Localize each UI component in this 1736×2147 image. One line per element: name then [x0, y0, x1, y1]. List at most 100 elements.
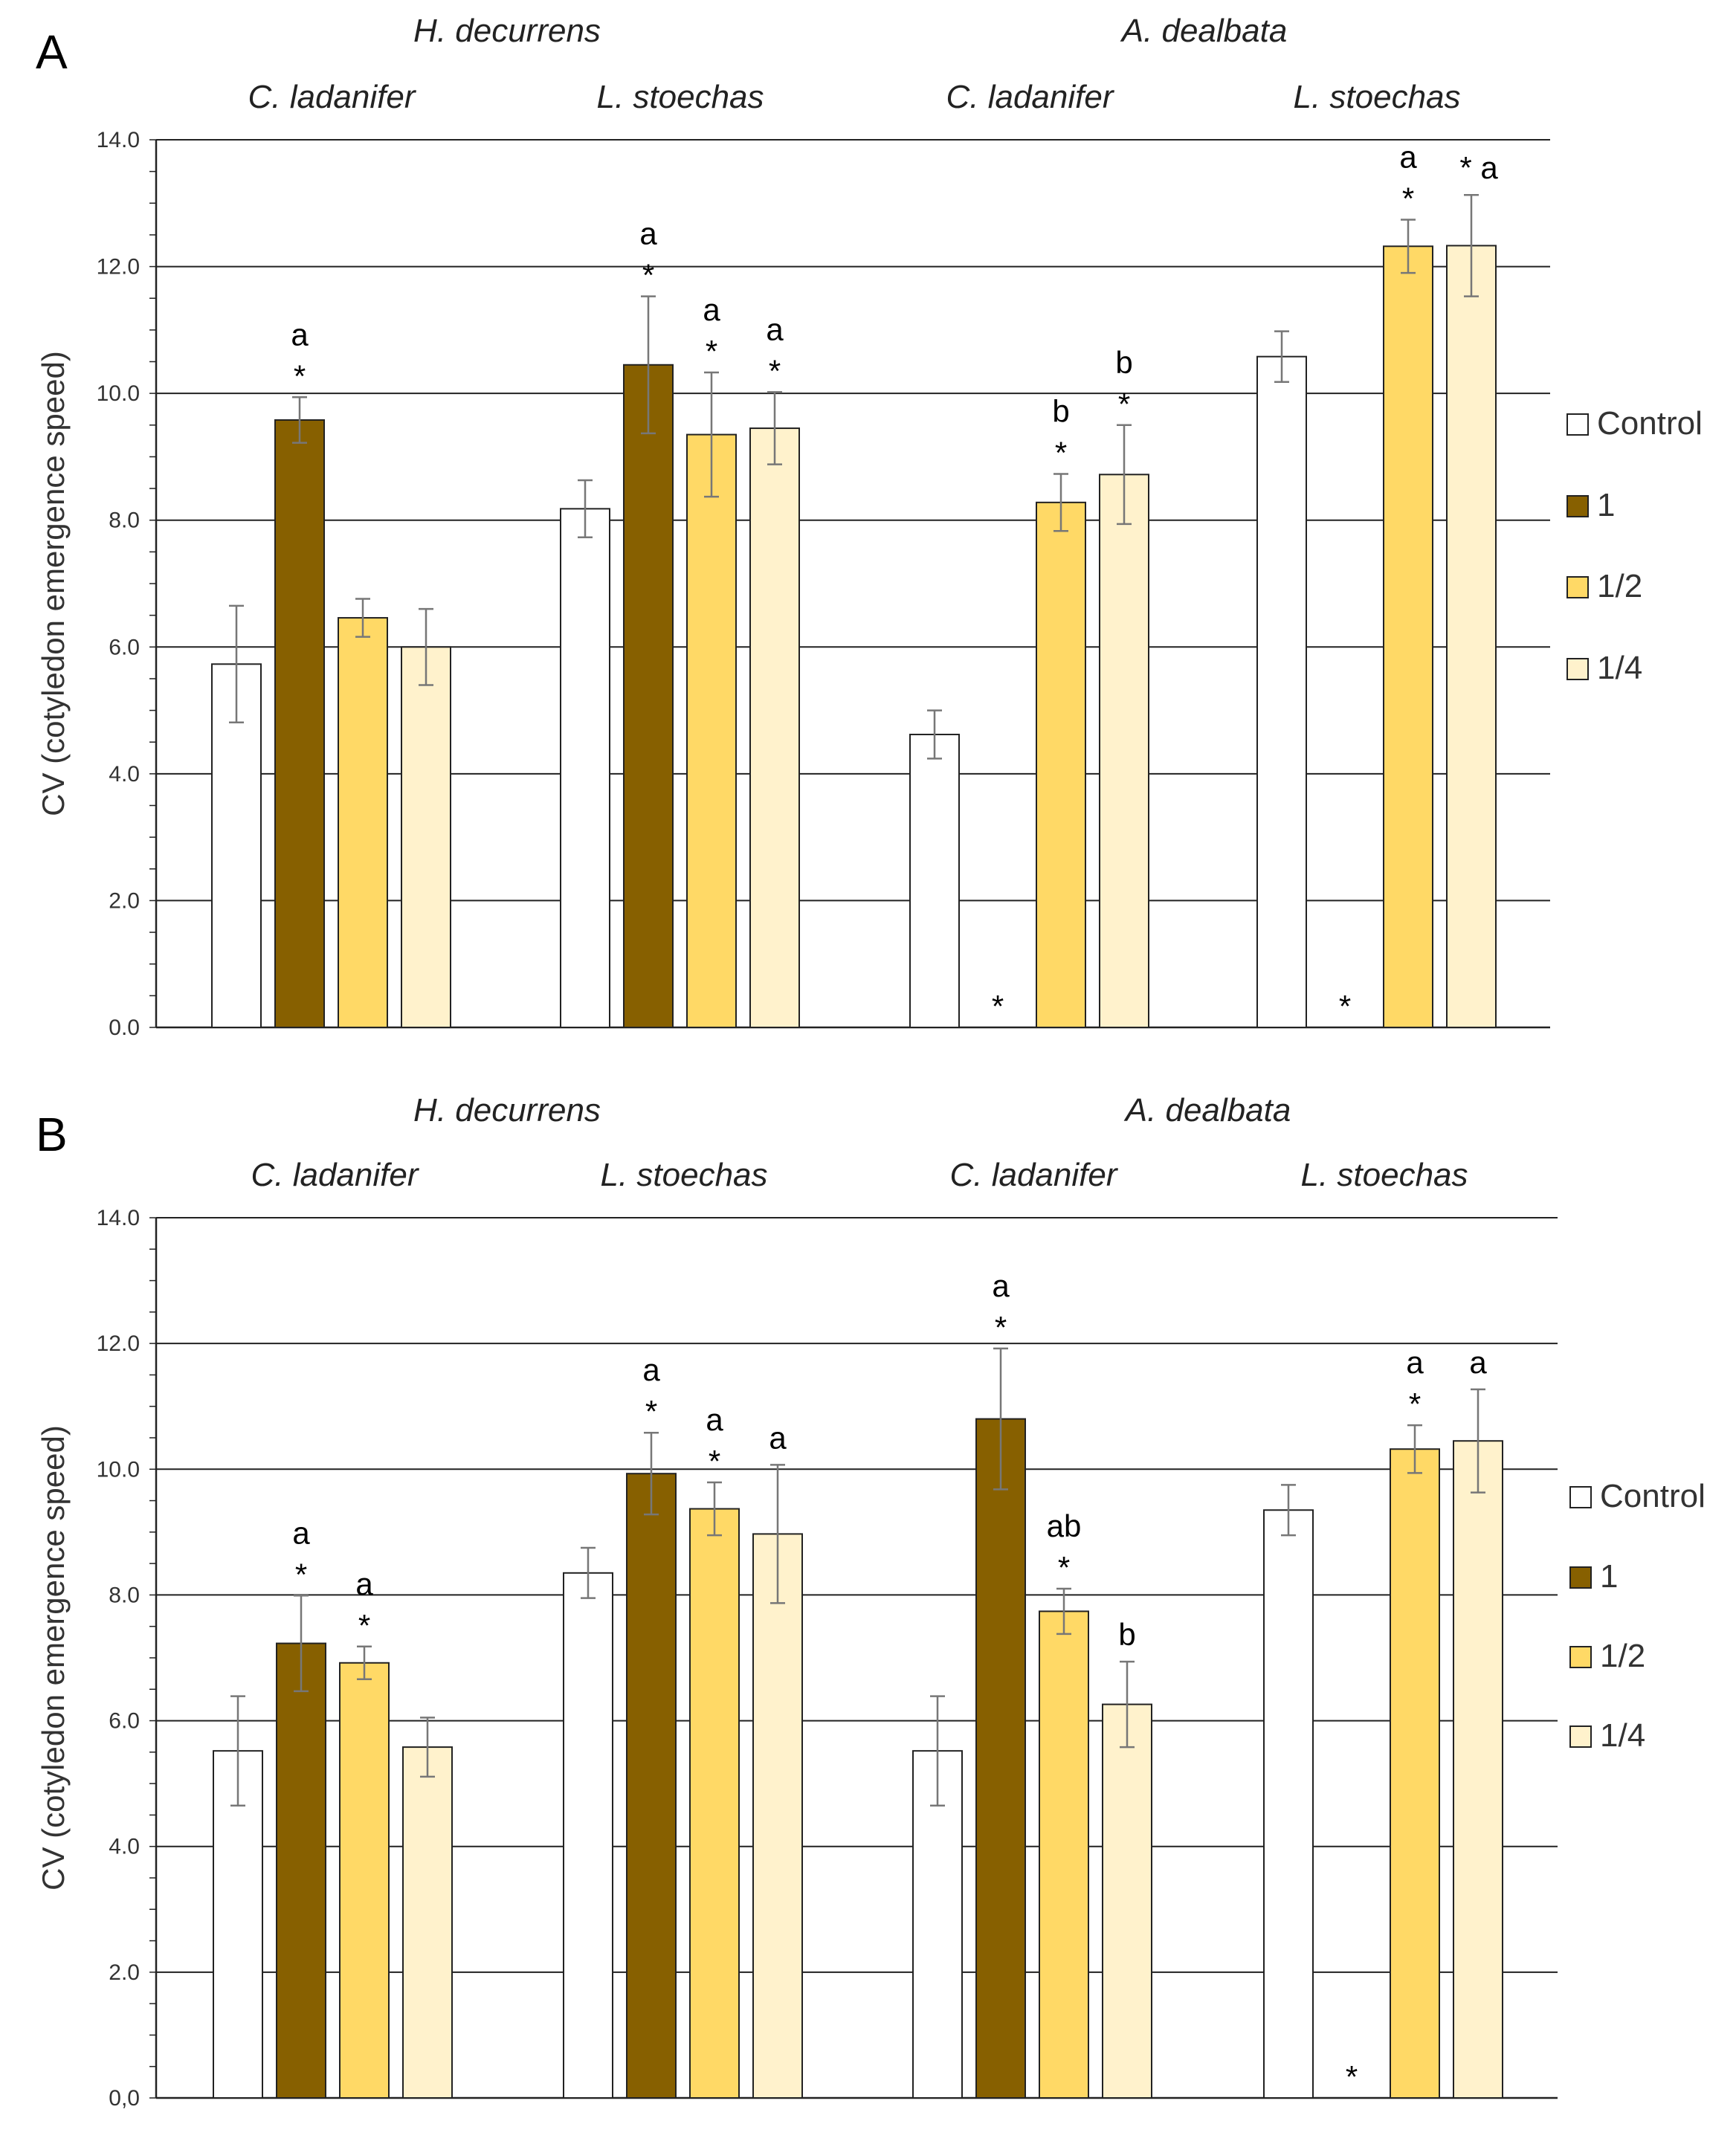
bar-1-2-1	[686, 433, 737, 1028]
legend-swatch-1-2	[1569, 1646, 1592, 1668]
y-tick-label: 6.0	[109, 1709, 140, 1734]
significance-star: *	[1346, 2059, 1358, 2094]
bar-Control-2	[912, 1750, 963, 2099]
y-tick-label: 0.0	[109, 1016, 140, 1040]
bar-1-4-2	[1099, 474, 1149, 1028]
significance-letter: a	[1469, 1345, 1487, 1380]
panel-b: 0,0 2.0 4.0 6.0 8.0 10.0 12.0 14.0 CV (cotyledon…	[36, 1092, 1706, 2111]
bar-1-2-0	[339, 1662, 390, 2099]
legend-label: 1/2	[1597, 568, 1642, 604]
bar-Control-3	[1263, 1509, 1314, 2099]
bar-1-2-1	[689, 1508, 740, 2099]
subgroup-label: L. stoechas	[600, 1157, 767, 1193]
significance-letter: a	[291, 317, 309, 352]
legend-label: 1	[1597, 487, 1615, 523]
bar-1-4-3	[1453, 1440, 1503, 2099]
bar-1-2-2	[1039, 1610, 1089, 2099]
y-tick-label: 8.0	[109, 1583, 140, 1607]
significance-star: *	[992, 989, 1004, 1024]
significance-letter: a	[1399, 139, 1417, 174]
group-label: A. dealbata	[1120, 13, 1288, 49]
significance-star: *	[1409, 1386, 1421, 1421]
bar-1-2-2	[1036, 501, 1086, 1028]
y-tick-label: 10.0	[97, 1457, 140, 1482]
group-label: H. decurrens	[413, 1092, 601, 1129]
significance-letter: b	[1115, 345, 1132, 380]
bar-1-2-3	[1383, 245, 1433, 1028]
y-tick-label: 0,0	[109, 2086, 140, 2111]
bar-1-4-1	[752, 1533, 803, 2099]
significance-letter: b	[1118, 1617, 1135, 1652]
bar-Control-0	[211, 663, 262, 1028]
y-tick-label: 2.0	[109, 1960, 140, 1985]
significance-star: *	[1118, 387, 1130, 422]
significance-letter: a	[642, 1352, 660, 1387]
legend-label: 1	[1600, 1558, 1618, 1595]
panel-label: B	[36, 1108, 68, 1161]
legend-swatch-1-2	[1566, 576, 1589, 598]
y-tick-label: 8.0	[109, 508, 140, 533]
subgroup-label: L. stoechas	[1293, 79, 1460, 115]
panel-a: 0.0 2.0 4.0 6.0 8.0 10.0 12.0 14.0 CV (cotyledon…	[36, 13, 1703, 1040]
bar-1-0	[276, 1642, 326, 2099]
bar-Control-1	[560, 508, 610, 1028]
legend-swatch-1-4	[1569, 1725, 1592, 1748]
significance-star: *	[769, 353, 781, 388]
bar-1-2-0	[338, 617, 388, 1028]
legend-swatch-1	[1569, 1566, 1592, 1589]
legend-swatch-Control	[1566, 413, 1589, 436]
significance-letter: * a	[1459, 150, 1498, 185]
legend-swatch-Control	[1569, 1486, 1592, 1508]
legend-swatch-1-4	[1566, 658, 1589, 680]
significance-letter: a	[639, 216, 657, 251]
legend-swatch-1	[1566, 495, 1589, 517]
significance-letter: a	[1406, 1345, 1424, 1380]
group-label: A. dealbata	[1123, 1092, 1291, 1129]
significance-letter: a	[292, 1515, 310, 1550]
y-tick-label: 6.0	[109, 635, 140, 659]
significance-star: *	[645, 1394, 657, 1429]
significance-letter: a	[992, 1268, 1010, 1303]
legend-label: 1/2	[1600, 1638, 1645, 1674]
bar-Control-3	[1256, 355, 1307, 1029]
panel-label: A	[36, 25, 68, 79]
y-tick-label: 10.0	[97, 381, 140, 406]
bar-1-4-2	[1102, 1703, 1152, 2099]
y-tick-label: 14.0	[97, 128, 140, 152]
subgroup-label: C. ladanifer	[946, 79, 1114, 115]
bar-1-0	[274, 419, 325, 1028]
subgroup-label: C. ladanifer	[251, 1157, 419, 1193]
subgroup-label: C. ladanifer	[949, 1157, 1118, 1193]
legend-label: Control	[1600, 1478, 1706, 1514]
subgroup-label: L. stoechas	[1300, 1157, 1468, 1193]
group-label: H. decurrens	[413, 13, 601, 49]
bar-1-4-3	[1446, 245, 1497, 1029]
significance-star: *	[1402, 181, 1414, 216]
bar-1-1	[626, 1473, 677, 2099]
significance-letter: a	[355, 1566, 373, 1601]
significance-star: *	[294, 358, 306, 393]
significance-star: *	[295, 1557, 307, 1592]
significance-star: *	[709, 1444, 720, 1479]
y-tick-label: 12.0	[97, 1331, 140, 1356]
bar-1-2-3	[1390, 1448, 1440, 2099]
significance-star: *	[642, 258, 654, 293]
subgroup-label: C. ladanifer	[248, 79, 416, 115]
bar-1-4-1	[749, 427, 800, 1028]
legend-label: Control	[1597, 405, 1703, 442]
bar-1-1	[623, 364, 674, 1028]
significance-star: *	[706, 334, 717, 369]
y-tick-label: 2.0	[109, 888, 140, 913]
significance-star: *	[1055, 435, 1067, 470]
legend-label: 1/4	[1600, 1717, 1645, 1754]
bar-1-4-0	[402, 1746, 453, 2099]
significance-star: *	[995, 1310, 1007, 1345]
y-tick-label: 4.0	[109, 762, 140, 787]
significance-star: *	[1339, 989, 1351, 1024]
subgroup-label: L. stoechas	[596, 79, 764, 115]
significance-letter: a	[706, 1402, 723, 1437]
bar-1-4-0	[401, 646, 451, 1028]
y-axis-label: CV (cotyledon emergence speed)	[36, 351, 71, 816]
significance-star: *	[1058, 1550, 1070, 1585]
